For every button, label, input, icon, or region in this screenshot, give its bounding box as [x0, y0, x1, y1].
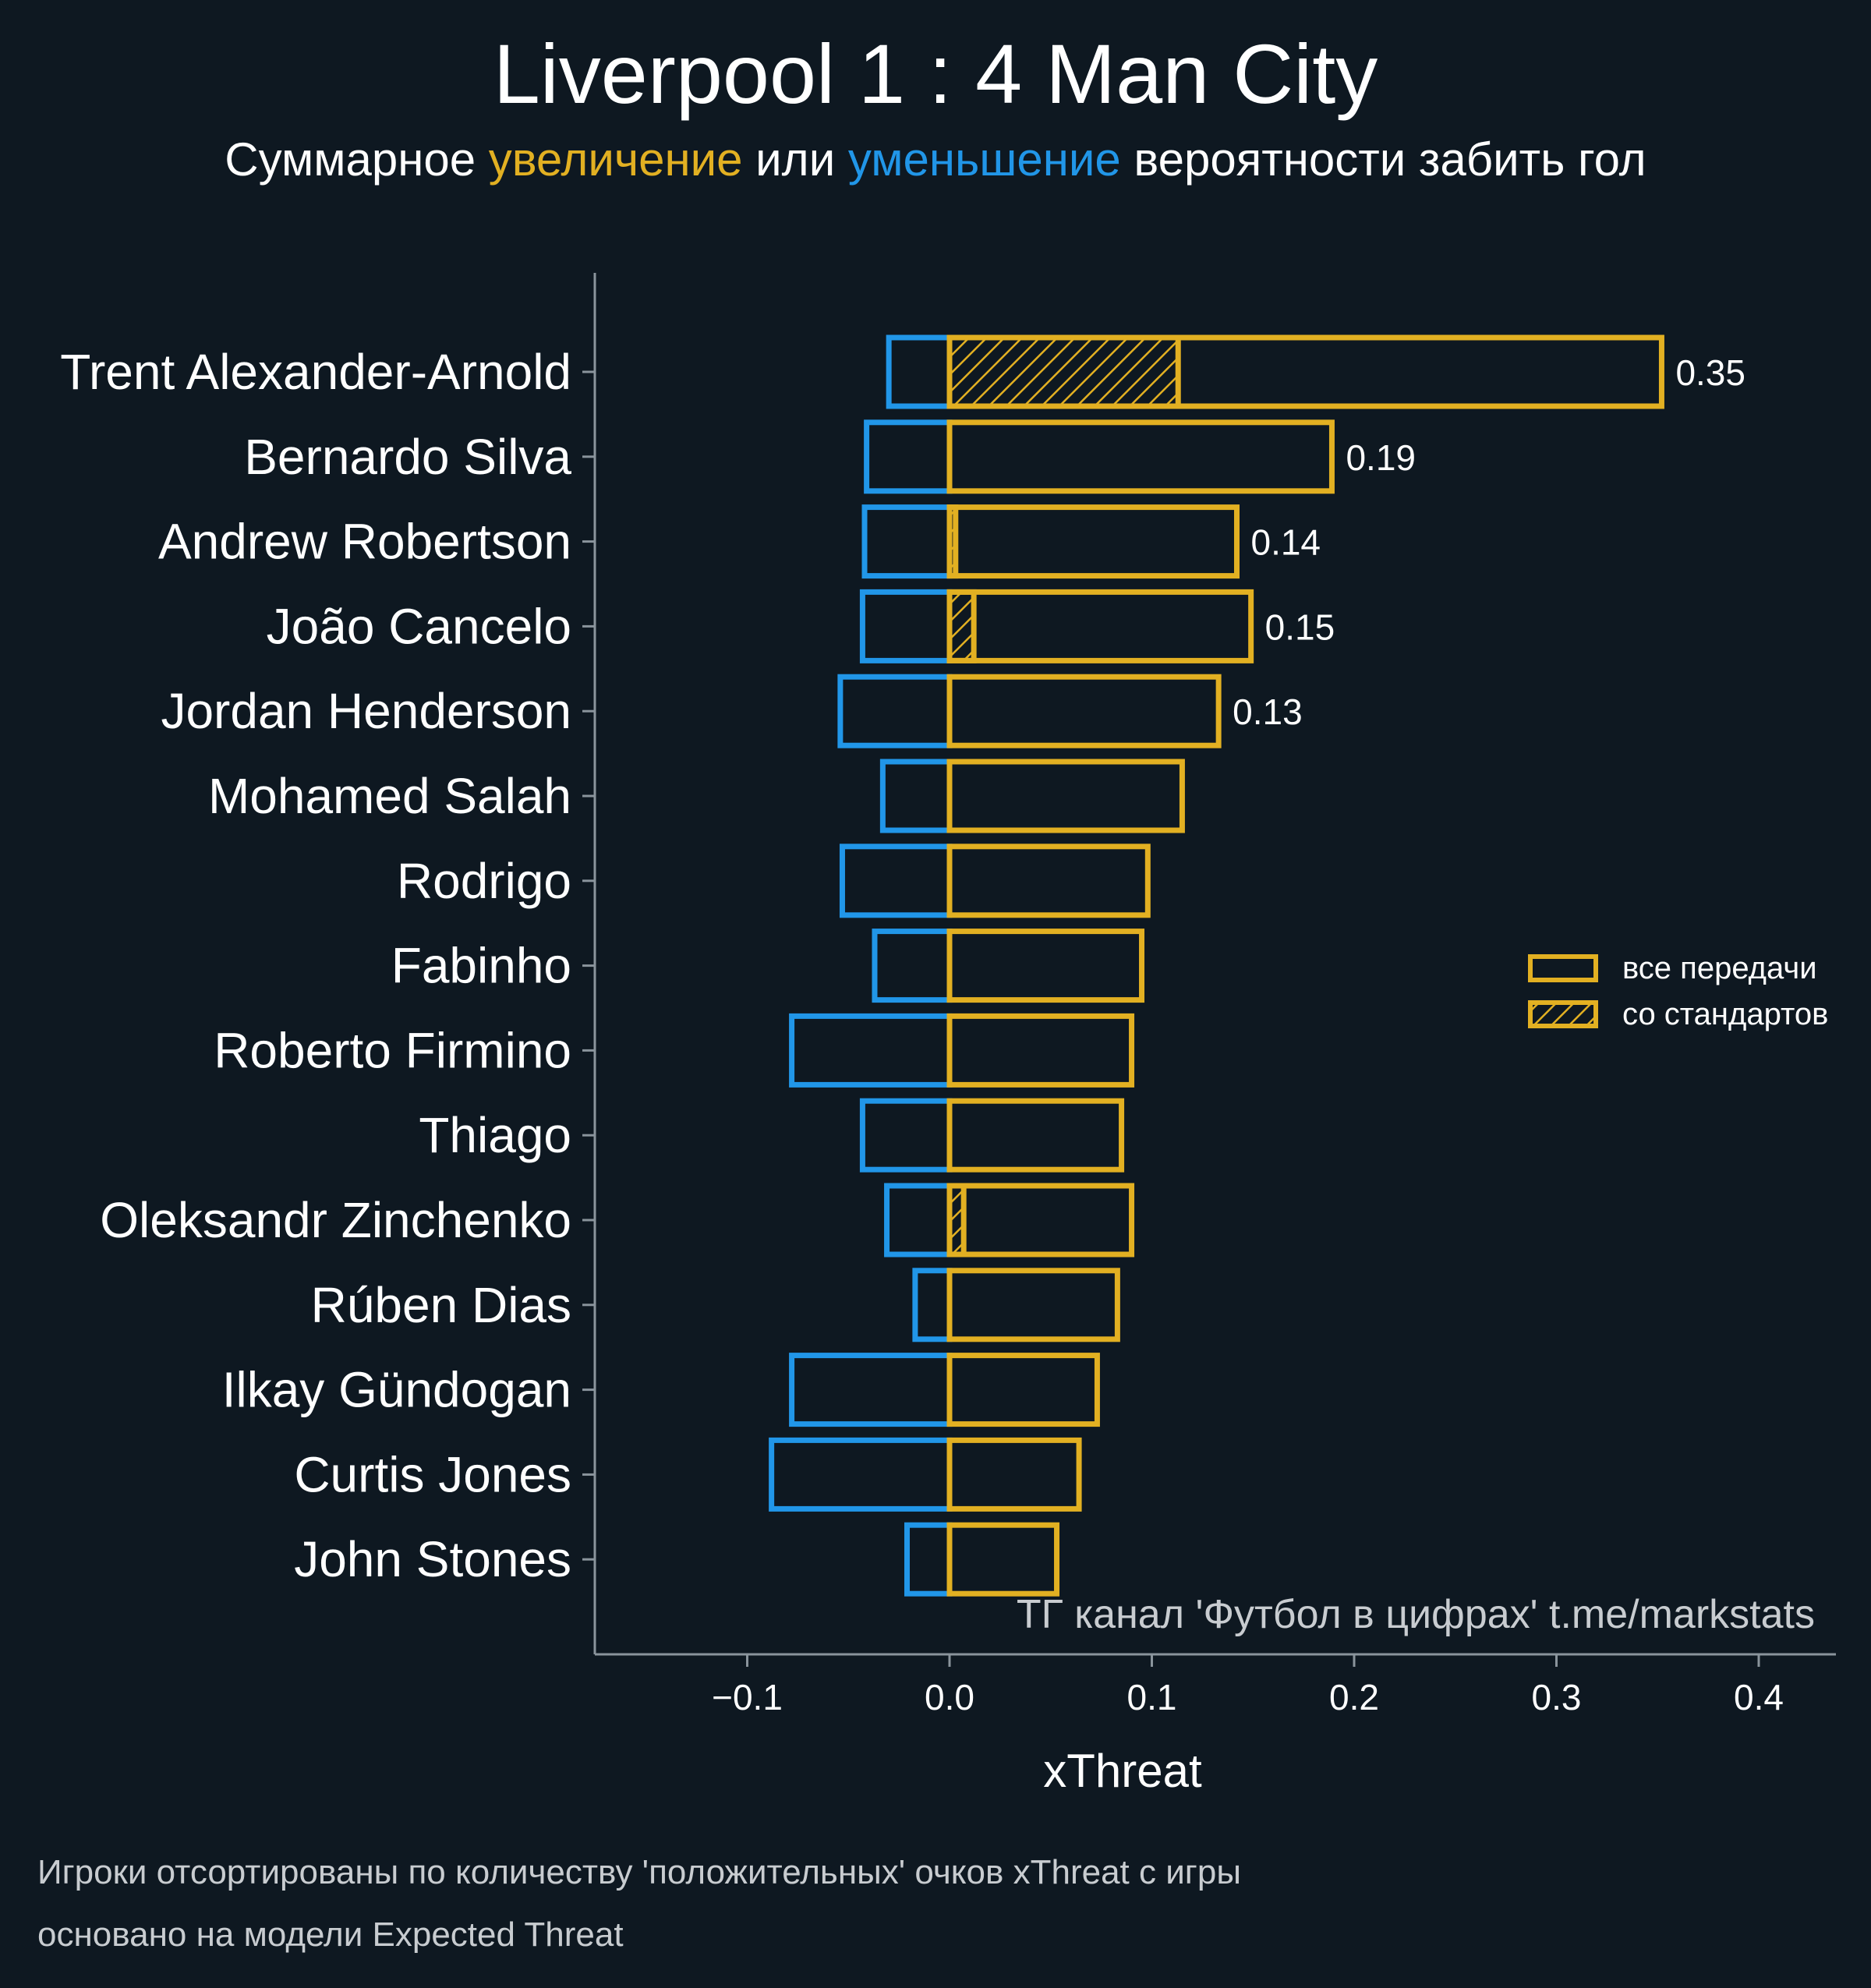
- bar-positive: [946, 1522, 1060, 1597]
- bars-layer: [769, 334, 1664, 1597]
- y-tick-label: Roberto Firmino: [214, 1022, 571, 1078]
- y-tick-label: Jordan Henderson: [161, 683, 571, 739]
- bar-value-label: 0.35: [1675, 352, 1745, 393]
- y-tick-label: Rúben Dias: [311, 1277, 571, 1333]
- bar-positive: [946, 759, 1185, 833]
- y-tick-label: João Cancelo: [267, 598, 571, 654]
- x-tick-label: 0.2: [1329, 1677, 1379, 1717]
- bar-negative: [884, 1183, 953, 1258]
- footnote-model: основано на модели Expected Threat: [37, 1915, 624, 1954]
- bar-negative: [861, 504, 953, 579]
- bar-positive: [946, 1098, 1125, 1173]
- y-tick-label: Ilkay Gündogan: [222, 1362, 571, 1418]
- chart-title: Liverpool 1 : 4 Man City: [493, 27, 1378, 121]
- y-tick-label: Trent Alexander-Arnold: [60, 344, 571, 400]
- bar-negative: [789, 1013, 953, 1088]
- bar-positive: [946, 504, 1240, 579]
- labels-layer: 0.35 Trent Alexander-Arnold 0.19 Bernardo S…: [60, 344, 1784, 1717]
- y-tick-label: Oleksandr Zinchenko: [100, 1192, 571, 1248]
- x-tick-label: −0.1: [712, 1677, 783, 1717]
- subtitle-decrease-word: уменьшение: [847, 133, 1121, 186]
- y-tick-label: Rodrigo: [397, 853, 571, 909]
- y-tick-label: Bernardo Silva: [244, 429, 571, 485]
- legend-label: все передачи: [1622, 951, 1817, 985]
- y-tick-label: Mohamed Salah: [208, 768, 571, 824]
- bar-set-piece: [946, 589, 977, 663]
- chart-subtitle: Суммарное увеличение или уменьшение веро…: [0, 129, 1871, 191]
- bar-negative: [839, 844, 953, 918]
- bar-positive: [946, 929, 1145, 1003]
- legend-label: со стандартов: [1622, 997, 1828, 1031]
- bar-positive: [946, 674, 1222, 748]
- bar-positive: [946, 1437, 1082, 1512]
- x-tick-label: 0.0: [925, 1677, 974, 1717]
- bar-value-label: 0.15: [1265, 607, 1335, 647]
- x-tick-label: 0.4: [1734, 1677, 1784, 1717]
- bar-value-label: 0.13: [1233, 692, 1303, 732]
- footnote-sort: Игроки отсортированы по количеству 'поло…: [37, 1853, 1241, 1891]
- x-tick-label: 0.1: [1127, 1677, 1177, 1717]
- subtitle-increase-word: увеличение: [488, 133, 743, 186]
- subtitle-mid: или: [742, 133, 848, 186]
- subtitle-pre: Суммарное: [225, 133, 489, 186]
- bar-positive: [946, 1013, 1135, 1088]
- bar-negative: [904, 1522, 953, 1597]
- bar-positive: [946, 1353, 1100, 1427]
- legend-swatch-set-piece: [1528, 1000, 1598, 1028]
- y-tick-label: John Stones: [294, 1531, 571, 1587]
- bar-positive: [946, 1183, 1135, 1258]
- y-tick-label: Andrew Robertson: [158, 514, 571, 570]
- bar-positive: [946, 589, 1254, 663]
- bar-negative: [789, 1353, 953, 1427]
- bar-negative: [912, 1268, 953, 1342]
- bar-negative: [864, 419, 953, 494]
- x-tick-label: 0.3: [1532, 1677, 1582, 1717]
- bar-positive: [946, 334, 1664, 409]
- bar-positive: [946, 419, 1335, 494]
- bar-value-label: 0.14: [1250, 522, 1321, 563]
- bar-negative: [879, 759, 953, 833]
- bar-negative: [837, 674, 953, 748]
- legend-swatch-all-passes: [1528, 954, 1598, 982]
- bar-negative: [886, 334, 953, 409]
- bar-positive: [946, 1268, 1120, 1342]
- legend: все передачи со стандартов: [1528, 951, 1828, 1031]
- bar-negative: [769, 1437, 953, 1512]
- y-tick-label: Thiago: [419, 1107, 571, 1163]
- y-tick-label: Curtis Jones: [294, 1446, 571, 1502]
- watermark: ТГ канал 'Футбол в цифрах' t.me/markstat…: [1017, 1592, 1815, 1637]
- bar-negative: [859, 589, 953, 663]
- bar-negative: [872, 929, 953, 1003]
- bar-negative: [859, 1098, 953, 1173]
- bar-positive: [946, 844, 1151, 918]
- x-axis-label: xThreat: [1043, 1745, 1202, 1797]
- bar-set-piece: [946, 334, 1181, 409]
- y-tick-label: Fabinho: [391, 938, 571, 994]
- axes-layer: [582, 273, 1836, 1667]
- subtitle-post: вероятности забить гол: [1120, 133, 1646, 186]
- bar-value-label: 0.19: [1346, 437, 1416, 478]
